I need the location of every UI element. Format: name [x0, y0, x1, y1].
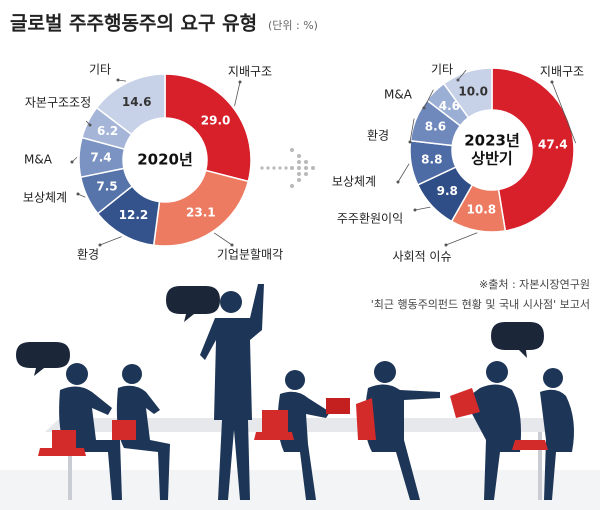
center-label: 2023년 [464, 132, 520, 150]
center-label: 2020년 [137, 151, 193, 169]
leader-dot [230, 243, 234, 247]
leader-dot [98, 243, 102, 247]
value-label: 14.6 [122, 95, 152, 109]
value-label: 4.6 [439, 99, 460, 113]
slice [442, 67, 493, 119]
category-label: 환경 [367, 129, 389, 143]
slice [164, 73, 252, 183]
center [125, 120, 205, 200]
category-label: M&A [384, 88, 413, 102]
category-label: 자본구조조정 [25, 96, 91, 110]
category-label: 보상체계 [23, 191, 67, 205]
leader-line [397, 163, 410, 183]
category-label: 사회적 이슈 [392, 250, 451, 264]
value-label: 8.8 [421, 152, 442, 166]
leader-dot [408, 140, 412, 144]
value-label: 10.8 [467, 203, 497, 217]
value-label: 6.2 [97, 124, 118, 138]
leader-line [214, 232, 233, 246]
category-label: 환경 [77, 248, 99, 262]
leader-dot [456, 78, 460, 82]
category-label: 기타 [89, 63, 111, 77]
slice [95, 73, 166, 136]
leader-dot [422, 106, 426, 110]
value-label: 9.8 [437, 184, 458, 198]
leader-dot [444, 243, 448, 247]
title: 글로벌 주주행동주의 요구 유형 [10, 13, 257, 35]
leader-line [414, 206, 431, 211]
center [454, 112, 530, 188]
leader-line [423, 89, 434, 109]
source: ※출처 : 자본시장연구원 [479, 278, 590, 291]
center-label: 상반기 [471, 150, 512, 168]
category-label: 지배구조 [228, 65, 272, 79]
leader-line [409, 118, 415, 143]
leader-dot [70, 160, 74, 164]
leader-line [99, 236, 122, 246]
value-label: 12.2 [119, 208, 149, 222]
category-label: 보상체계 [332, 175, 376, 189]
value-label: 23.1 [186, 206, 216, 220]
leader-line [445, 232, 478, 246]
source: '최근 행동주의펀드 현황 및 국내 시사점' 보고서 [371, 298, 590, 311]
leader-dot [116, 78, 120, 82]
value-label: 8.6 [425, 120, 446, 134]
slice [152, 169, 250, 247]
category-label: 지배구조 [540, 65, 584, 79]
leader-dot [396, 180, 400, 184]
category-label: 주주환원이익 [337, 212, 403, 226]
value-label: 7.5 [96, 180, 117, 194]
leader-line [457, 69, 467, 81]
unit: (단위 : %) [268, 19, 318, 32]
leader-dot [88, 123, 92, 127]
category-label: M&A [24, 153, 53, 167]
value-label: 7.4 [90, 150, 111, 164]
value-label: 10.0 [458, 84, 488, 98]
arrow [260, 148, 315, 188]
leader-dot [413, 208, 417, 212]
slice [491, 67, 575, 232]
category-label: 기업분할매각 [217, 248, 283, 262]
illustration [0, 284, 600, 510]
leader-dot [76, 192, 80, 196]
leader-line [551, 81, 577, 144]
leader-dot [238, 80, 242, 84]
leader-dot [550, 80, 554, 84]
value-label: 29.0 [201, 113, 231, 127]
leader-line [234, 81, 241, 107]
value-label: 47.4 [538, 138, 568, 152]
category-label: 기타 [431, 63, 453, 77]
